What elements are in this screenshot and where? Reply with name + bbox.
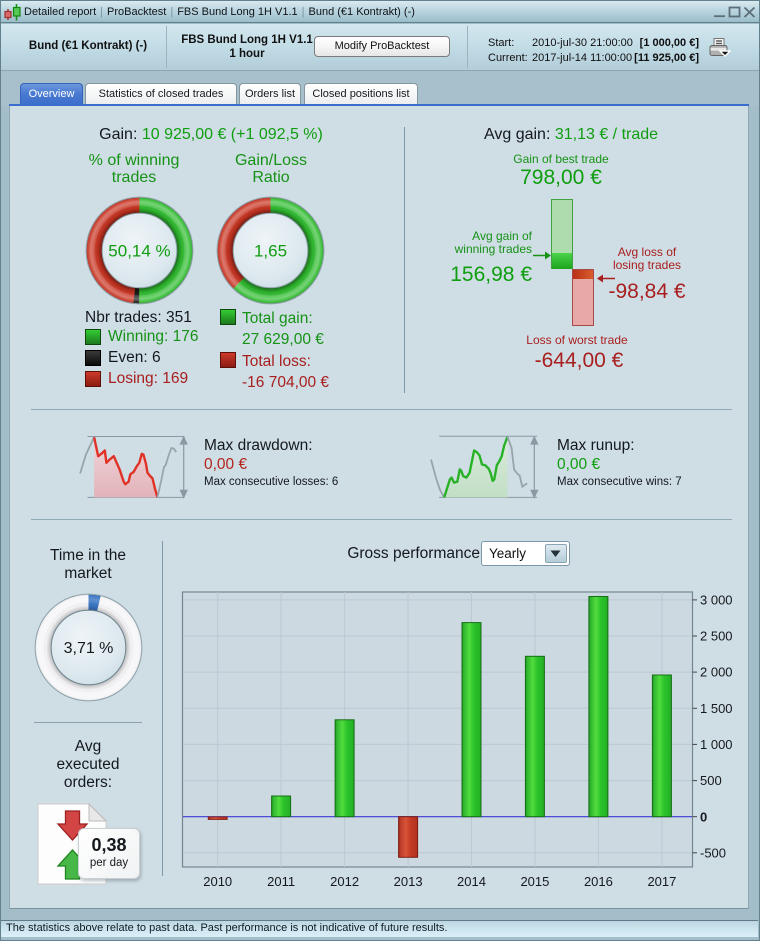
svg-text:2012: 2012	[330, 874, 359, 889]
svg-text:2017: 2017	[647, 874, 676, 889]
svg-text:0: 0	[700, 810, 707, 825]
svg-text:3 000: 3 000	[700, 593, 733, 608]
svg-text:50,14 %: 50,14 %	[108, 242, 170, 261]
svg-text:500: 500	[700, 773, 722, 788]
svg-text:2013: 2013	[394, 874, 423, 889]
svg-text:1 000: 1 000	[700, 737, 733, 752]
svg-text:2016: 2016	[584, 874, 613, 889]
svg-text:2 500: 2 500	[700, 629, 733, 644]
svg-text:1 500: 1 500	[700, 701, 733, 716]
svg-text:3,71 %: 3,71 %	[64, 640, 114, 657]
svg-text:1,65: 1,65	[254, 242, 287, 261]
svg-text:2010: 2010	[203, 874, 232, 889]
svg-text:2015: 2015	[520, 874, 549, 889]
svg-text:2011: 2011	[267, 874, 295, 889]
svg-text:2014: 2014	[457, 874, 486, 889]
svg-text:2 000: 2 000	[700, 665, 733, 680]
svg-text:-500: -500	[700, 846, 726, 861]
